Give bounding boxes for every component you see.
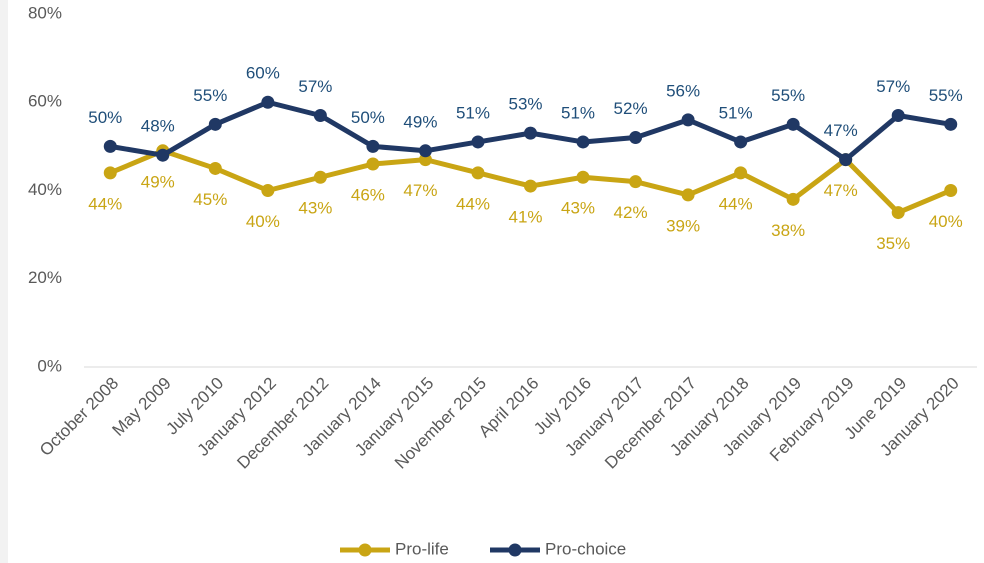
legend-marker	[358, 543, 372, 557]
data-label: 55%	[193, 86, 227, 105]
marker	[103, 166, 117, 180]
legend-label: Pro-choice	[545, 539, 626, 558]
x-tick-label: October 2008	[36, 374, 122, 460]
marker	[471, 166, 485, 180]
data-label: 55%	[929, 86, 963, 105]
marker	[156, 148, 170, 162]
data-label: 60%	[246, 64, 280, 83]
data-label: 55%	[771, 86, 805, 105]
data-label: 51%	[456, 103, 490, 122]
marker	[366, 157, 380, 171]
marker	[944, 184, 958, 197]
marker	[629, 175, 643, 189]
marker	[734, 135, 748, 149]
data-label: 49%	[403, 112, 437, 131]
y-tick-label: 0%	[37, 356, 62, 375]
marker	[313, 108, 327, 122]
data-label: 51%	[719, 103, 753, 122]
data-label: 46%	[351, 186, 385, 205]
data-label: 43%	[298, 199, 332, 218]
data-label: 47%	[403, 181, 437, 200]
data-label: 39%	[666, 216, 700, 235]
data-label: 40%	[246, 212, 280, 231]
x-tick-label: December 2017	[601, 374, 700, 473]
data-label: 56%	[666, 81, 700, 100]
marker	[786, 192, 800, 206]
marker	[208, 161, 222, 175]
y-tick-label: 20%	[28, 268, 62, 287]
data-label: 52%	[614, 99, 648, 118]
marker	[524, 179, 537, 193]
data-label: 47%	[824, 181, 858, 200]
data-label: 44%	[88, 194, 122, 213]
marker	[681, 188, 695, 202]
data-label: 44%	[719, 194, 753, 213]
marker	[261, 184, 275, 197]
marker	[786, 117, 800, 131]
data-label: 48%	[141, 117, 175, 136]
x-tick-label: November 2015	[391, 374, 490, 473]
data-label: 57%	[876, 77, 910, 96]
marker	[576, 170, 590, 184]
data-label: 38%	[771, 221, 805, 240]
marker	[524, 126, 537, 140]
data-label: 41%	[508, 208, 542, 227]
marker	[576, 135, 590, 149]
marker	[418, 144, 432, 158]
marker	[313, 170, 327, 184]
data-label: 43%	[561, 199, 595, 218]
data-label: 49%	[141, 172, 175, 191]
marker	[629, 131, 643, 145]
data-label: 53%	[508, 95, 542, 114]
data-label: 50%	[351, 108, 385, 127]
data-label: 50%	[88, 108, 122, 127]
data-label: 51%	[561, 103, 595, 122]
marker	[208, 117, 222, 131]
legend-label: Pro-life	[395, 539, 449, 558]
left-strip	[0, 0, 8, 563]
marker	[839, 153, 853, 167]
data-label: 44%	[456, 194, 490, 213]
y-tick-label: 60%	[28, 92, 62, 111]
data-label: 45%	[193, 190, 227, 209]
marker	[681, 113, 695, 127]
data-label: 57%	[298, 77, 332, 96]
data-label: 42%	[614, 203, 648, 222]
data-label: 40%	[929, 212, 963, 231]
marker	[944, 117, 958, 131]
legend-marker	[508, 543, 522, 557]
marker	[471, 135, 485, 149]
marker	[891, 206, 905, 220]
marker	[734, 166, 748, 180]
marker	[261, 95, 275, 109]
x-tick-label: December 2012	[233, 374, 332, 473]
data-label: 47%	[824, 121, 858, 140]
marker	[366, 139, 380, 153]
marker	[103, 139, 117, 153]
marker	[891, 108, 905, 122]
data-label: 35%	[876, 234, 910, 253]
y-tick-label: 40%	[28, 180, 62, 199]
y-tick-label: 80%	[28, 3, 62, 22]
